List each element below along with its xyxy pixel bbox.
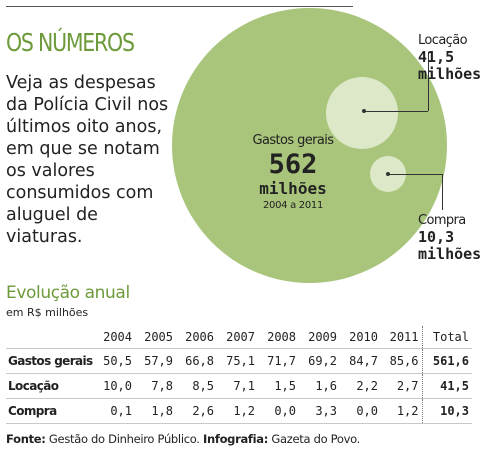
bubble-main-value: 562 xyxy=(268,149,318,180)
source-line: Fonte: Gestão do Dinheiro Público. Infog… xyxy=(6,432,360,446)
callout-compra: Compra 10,3 milhões xyxy=(418,212,480,263)
credit-text: Gazeta do Povo. xyxy=(268,432,361,446)
bubble-main-period: 2004 a 2011 xyxy=(262,200,324,211)
table-cell: 3,3 xyxy=(299,398,340,424)
bubble-main-label: Gastos gerais 562 milhões 2004 a 2011 xyxy=(218,133,368,211)
table-cell: 50,5 xyxy=(94,348,135,374)
locacao-leader-h xyxy=(364,111,428,112)
header-year: 2010 xyxy=(349,330,378,344)
row-label: Locação xyxy=(6,373,94,399)
data-table: 2004 2005 2006 2007 2008 2009 2010 2011 … xyxy=(6,326,472,424)
table-cell: 75,1 xyxy=(217,348,258,374)
table-row: Compra 0,1 1,8 2,6 1,2 0,0 3,3 0,0 1,2 1… xyxy=(6,398,472,424)
table-cell: 8,5 xyxy=(176,373,217,399)
table-cell: 7,1 xyxy=(217,373,258,399)
compra-leader-v xyxy=(442,174,443,210)
table-row: Gastos gerais 50,5 57,9 66,8 75,1 71,7 6… xyxy=(6,348,472,374)
compra-leader-h xyxy=(388,174,442,175)
bubble-main-unit: milhões xyxy=(259,179,327,198)
header-year: 2006 xyxy=(185,330,214,344)
callout-compra-value: 10,3 xyxy=(418,228,455,246)
table-cell: 71,7 xyxy=(258,348,299,374)
row-label: Compra xyxy=(6,398,94,424)
table-cell: 1,2 xyxy=(381,398,422,424)
table-title: Evolução anual xyxy=(6,283,130,303)
table-unit: em R$ milhões xyxy=(6,306,89,319)
intro-text: Veja as despesas da Polícia Civil nos úl… xyxy=(6,73,169,247)
bubble-gastos-gerais xyxy=(172,8,447,283)
header-total: Total xyxy=(421,326,472,349)
callout-compra-title: Compra xyxy=(418,213,466,228)
source-text: Gestão do Dinheiro Público. xyxy=(45,432,203,446)
table-total-cell: 10,3 xyxy=(421,398,472,424)
table-cell: 1,5 xyxy=(258,373,299,399)
callout-locacao: Locação 41,5 milhões xyxy=(418,32,480,83)
table-header-row: 2004 2005 2006 2007 2008 2009 2010 2011 … xyxy=(6,326,472,349)
header-year: 2011 xyxy=(389,330,419,344)
callout-locacao-unit: milhões xyxy=(418,65,480,83)
table-cell: 0,0 xyxy=(258,398,299,424)
bubble-locacao xyxy=(326,77,398,149)
table-cell: 7,8 xyxy=(135,373,176,399)
header-year: 2005 xyxy=(144,330,173,344)
top-rule xyxy=(6,6,353,7)
header-year: 2008 xyxy=(267,330,296,344)
bubble-main-title: Gastos gerais xyxy=(252,133,335,148)
table-cell: 57,9 xyxy=(135,348,176,374)
credit-label: Infografia: xyxy=(203,432,269,446)
table-total-cell: 561,6 xyxy=(421,348,472,374)
header-year: 2009 xyxy=(308,330,337,344)
header-year: 2007 xyxy=(226,330,255,344)
header-empty xyxy=(6,326,94,349)
table-cell: 1,8 xyxy=(135,398,176,424)
callout-locacao-value: 41,5 xyxy=(418,48,455,66)
callout-locacao-title: Locação xyxy=(418,33,468,48)
table-cell: 84,7 xyxy=(340,348,381,374)
locacao-leader-v xyxy=(428,52,429,111)
table-cell: 1,2 xyxy=(217,398,258,424)
table-cell: 2,2 xyxy=(340,373,381,399)
source-label: Fonte: xyxy=(6,432,46,446)
table-cell: 0,1 xyxy=(94,398,135,424)
table-cell: 69,2 xyxy=(299,348,340,374)
row-label: Gastos gerais xyxy=(6,348,94,374)
table-cell: 1,6 xyxy=(299,373,340,399)
callout-compra-unit: milhões xyxy=(418,245,480,263)
table-cell: 85,6 xyxy=(381,348,422,374)
page-title: OS NÚMEROS xyxy=(6,28,135,57)
table-cell: 2,6 xyxy=(176,398,217,424)
table-cell: 66,8 xyxy=(176,348,217,374)
header-year: 2004 xyxy=(103,330,132,344)
table-cell: 2,7 xyxy=(381,373,422,399)
table-row: Locação 10,0 7,8 8,5 7,1 1,5 1,6 2,2 2,7… xyxy=(6,373,472,399)
table-cell: 0,0 xyxy=(340,398,381,424)
table-cell: 10,0 xyxy=(94,373,135,399)
table-total-cell: 41,5 xyxy=(421,373,472,399)
